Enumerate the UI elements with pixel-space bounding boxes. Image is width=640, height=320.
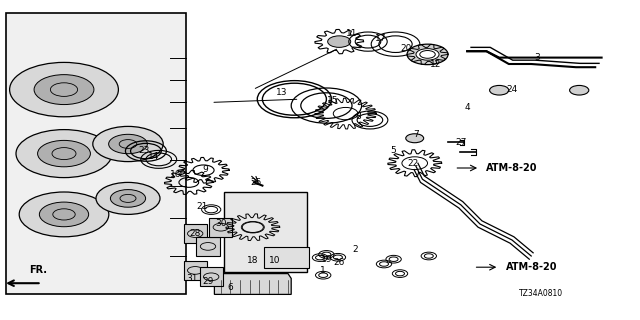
FancyBboxPatch shape: [209, 218, 232, 237]
Text: 17: 17: [375, 34, 387, 43]
Text: 11: 11: [346, 29, 358, 38]
Text: 10: 10: [269, 256, 281, 265]
Text: 29: 29: [202, 277, 214, 286]
FancyBboxPatch shape: [184, 224, 207, 243]
Text: 6: 6: [228, 284, 233, 292]
Polygon shape: [214, 274, 291, 294]
Circle shape: [406, 134, 424, 143]
FancyBboxPatch shape: [200, 267, 223, 286]
Text: ATM-8-20: ATM-8-20: [486, 163, 538, 173]
Text: 5: 5: [391, 146, 396, 155]
Text: 1: 1: [321, 266, 326, 275]
Text: 13: 13: [276, 88, 287, 97]
FancyBboxPatch shape: [264, 247, 309, 268]
Circle shape: [10, 62, 118, 117]
Text: 2: 2: [353, 245, 358, 254]
Text: 15: 15: [327, 96, 339, 105]
Text: 9: 9: [202, 165, 207, 174]
Text: FR.: FR.: [29, 265, 47, 275]
Text: 25: 25: [250, 178, 262, 187]
Text: 23: 23: [138, 146, 150, 155]
FancyBboxPatch shape: [6, 13, 186, 294]
Circle shape: [109, 134, 147, 154]
Circle shape: [402, 157, 428, 170]
Circle shape: [570, 85, 589, 95]
FancyBboxPatch shape: [224, 192, 307, 272]
Text: ATM-8-20: ATM-8-20: [506, 262, 557, 272]
Circle shape: [407, 44, 448, 65]
Text: 30: 30: [215, 220, 227, 228]
Circle shape: [93, 126, 163, 162]
Text: 16: 16: [170, 170, 182, 179]
Text: 14: 14: [148, 152, 159, 161]
Text: 3: 3: [535, 53, 540, 62]
Text: 12: 12: [429, 60, 441, 68]
FancyBboxPatch shape: [184, 261, 207, 280]
Text: 7: 7: [413, 130, 419, 139]
Text: 18: 18: [247, 256, 259, 265]
Circle shape: [16, 130, 112, 178]
Circle shape: [34, 75, 94, 105]
Text: 8: 8: [356, 112, 361, 121]
Circle shape: [38, 140, 90, 167]
Circle shape: [416, 49, 439, 60]
Text: 4: 4: [465, 103, 470, 112]
Circle shape: [328, 36, 351, 47]
Circle shape: [40, 202, 88, 227]
Circle shape: [111, 189, 146, 207]
Text: 20: 20: [401, 44, 412, 52]
Circle shape: [490, 85, 509, 95]
Text: 31: 31: [186, 274, 198, 283]
FancyBboxPatch shape: [196, 237, 220, 256]
Circle shape: [19, 192, 109, 237]
Text: 24: 24: [506, 85, 518, 94]
Text: 28: 28: [189, 229, 201, 238]
Circle shape: [96, 182, 160, 214]
Text: 19: 19: [321, 255, 332, 264]
Text: 26: 26: [333, 258, 345, 267]
Text: 27: 27: [455, 138, 467, 147]
Text: TZ34A0810: TZ34A0810: [519, 289, 563, 298]
Text: 21: 21: [196, 202, 207, 211]
Text: 22: 22: [407, 159, 419, 168]
